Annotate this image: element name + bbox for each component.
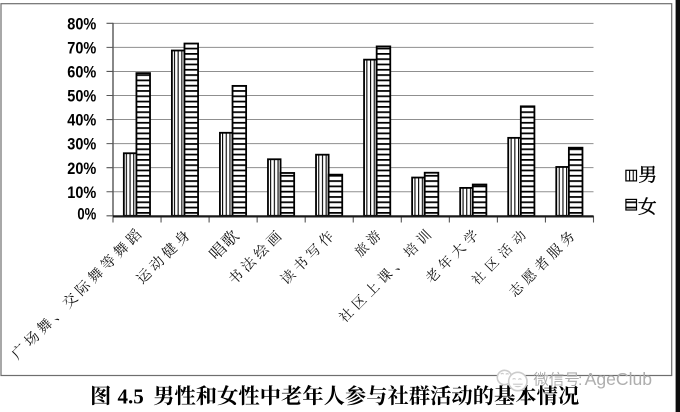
svg-text:AgeClub: AgeClub [585,369,653,389]
svg-text:10%: 10% [67,183,96,202]
svg-text:70%: 70% [67,38,96,57]
svg-text:60%: 60% [67,63,96,82]
svg-text:40%: 40% [67,111,96,130]
svg-text:0%: 0% [77,205,96,224]
svg-text:50%: 50% [67,87,96,106]
svg-text::: : [578,372,582,389]
svg-text:80%: 80% [67,14,96,33]
svg-text:20%: 20% [67,159,96,178]
svg-text:4.5: 4.5 [118,384,144,408]
svg-text:30%: 30% [67,135,96,154]
